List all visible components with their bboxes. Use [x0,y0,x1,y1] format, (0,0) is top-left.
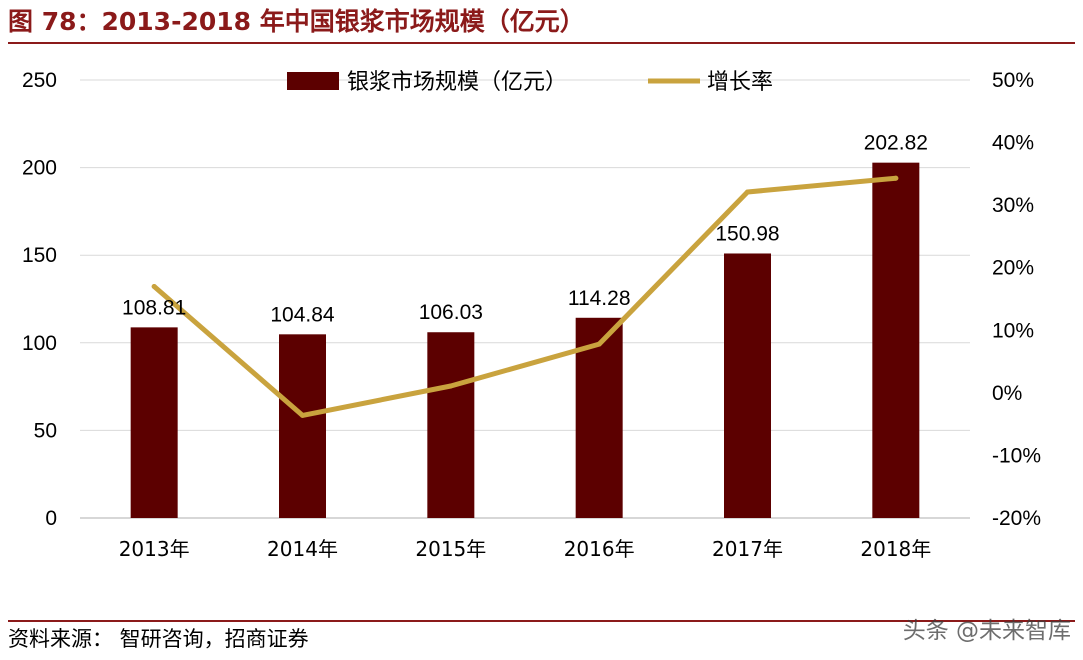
bars [130,162,920,519]
bar [279,334,326,518]
watermark: 头条 @未来智库 [902,618,1071,644]
bar [427,332,475,518]
source-note: 资料来源： 智研咨询，招商证券 [8,627,309,651]
x-tick-label: 2013年 [119,537,190,561]
bar [575,317,623,518]
footer-divider [8,620,1075,622]
y-right-tick-label: -10% [992,444,1041,467]
growth-rate-point [151,283,157,289]
growth-rate-point [893,175,899,181]
bar-value-label: 202.82 [864,132,928,155]
x-tick-label: 2014年 [267,537,338,561]
y-left-tick-label: 250 [22,69,57,92]
legend-label-line: 增长率 [707,70,773,95]
y-right-tick-label: 0% [992,382,1022,405]
title-divider [8,42,1075,44]
bar [724,253,771,519]
bar-value-label: 106.03 [419,301,483,324]
x-tick-label: 2015年 [415,537,486,561]
y-right-tick-label: 50% [992,69,1034,92]
y-right-tick-label: 30% [992,194,1034,217]
growth-line [151,175,899,418]
legend-label-bar: 银浆市场规模（亿元） [347,70,567,95]
growth-rate-point [300,412,305,418]
figure-title: 图 78：2013-2018 年中国银浆市场规模（亿元） [8,7,585,36]
y-right-tick-label: -20% [992,507,1041,530]
y-right-tick-label: 40% [992,132,1034,155]
legend: 银浆市场规模（亿元） 增长率 [287,70,773,95]
y-left-tick-label: 100 [22,332,57,355]
y-left-tick-label: 150 [22,244,57,267]
data-labels: 108.81 104.84 106.03 114.28 150.98 202.82 [122,132,928,327]
growth-rate-point [448,383,454,389]
bar-value-label: 114.28 [568,287,631,310]
bar-line-chart: 108.81 104.84 106.03 114.28 150.98 202.82 0 50… [22,69,1041,561]
bar-value-label: 108.81 [122,296,186,319]
y-left-tick-label: 200 [22,157,57,180]
y-left-tick-label: 0 [45,507,57,530]
growth-rate-line [151,175,899,418]
x-tick-label: 2018年 [860,537,931,561]
growth-rate-point [596,341,602,347]
x-tick-label: 2017年 [712,537,783,561]
y-right-tick-label: 20% [992,257,1034,280]
bar-value-label: 104.84 [270,303,335,326]
legend-swatch-bar [287,72,339,90]
gridlines [80,79,970,519]
bar [872,162,920,518]
x-axis: 2013年 2014年 2015年 2016年 2017年 2018年 [119,537,932,561]
bar [130,327,178,518]
growth-rate-point [745,189,750,195]
y-right-tick-label: 10% [992,319,1034,342]
y-axis-left: 0 50 100 150 200 250 [22,69,57,530]
y-axis-right: -20% -10% 0% 10% 20% 30% 40% 50% [992,69,1041,530]
x-tick-label: 2016年 [564,537,635,561]
bar-value-label: 150.98 [715,222,779,245]
y-left-tick-label: 50 [34,419,57,442]
